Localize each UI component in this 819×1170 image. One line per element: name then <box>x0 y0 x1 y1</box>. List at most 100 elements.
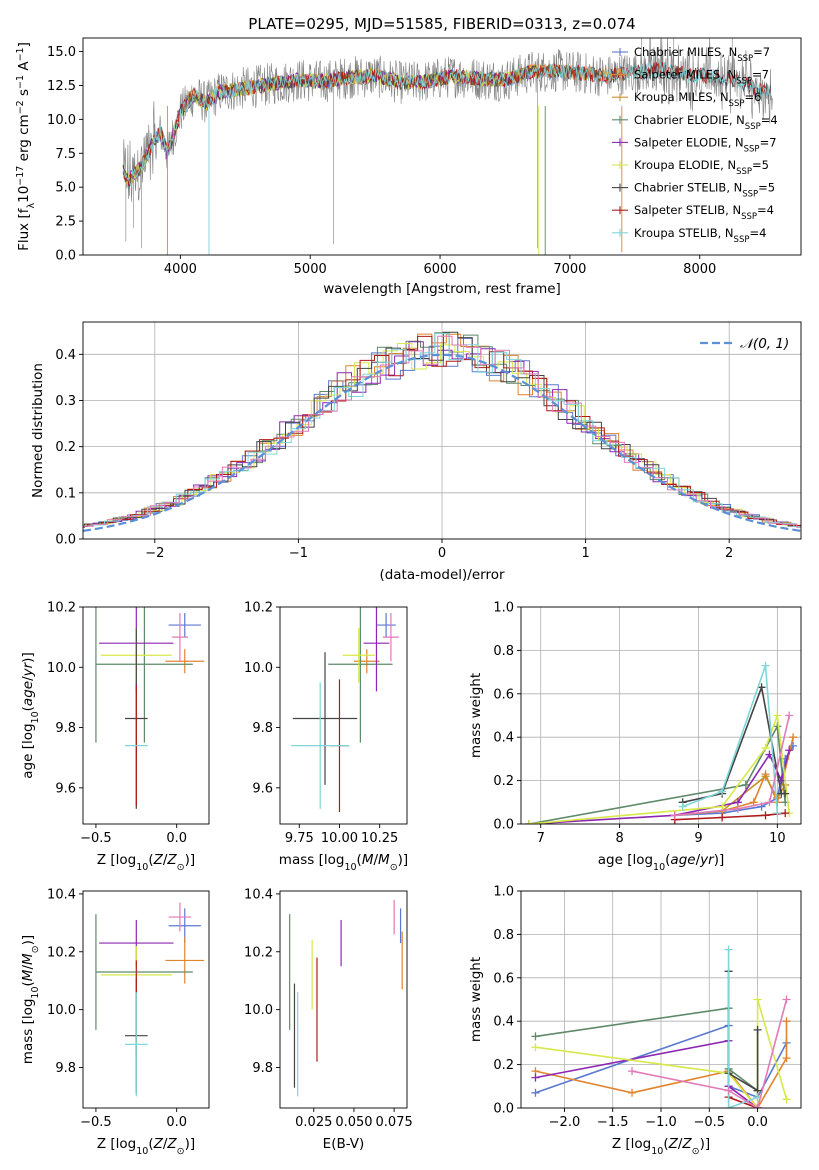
massweight_vs_Z-lines <box>531 945 791 1108</box>
massweight-marker <box>718 813 727 822</box>
spectrum-ylabel-part: −17 <box>15 166 26 186</box>
x-tick-label: 6000 <box>424 262 457 277</box>
age_vs_mass-xlabel-part: / <box>373 852 378 868</box>
x-tick-label: −2.0 <box>549 1115 581 1130</box>
legend-entry: Kroupa MILES, NSSP=6 <box>634 90 761 109</box>
x-tick-label: −0.5 <box>693 1115 725 1130</box>
massweight-line <box>674 715 790 817</box>
legend-text: Salpeter MILES, N <box>634 68 736 82</box>
age_vs_mass-xlabel-part: M <box>378 852 390 868</box>
mass_vs_EBV-points <box>289 899 403 1097</box>
x-tick-label: 9.75 <box>285 831 314 846</box>
legend-text: Salpeter ELODIE, N <box>634 135 744 149</box>
y-tick-label: 10.2 <box>47 945 76 960</box>
spectrum-ylabel-part: Flux [f <box>16 207 32 251</box>
age_vs_Z-xlabel-part: Z <box>153 852 164 868</box>
x-tick-label: −0.5 <box>80 831 112 846</box>
age_vs_mass-xlabel-part: ( <box>357 852 362 868</box>
x-tick-label: 0.075 <box>376 1115 413 1130</box>
legend-sub: SSP <box>734 235 750 245</box>
age_vs_Z-xlabel: Z [log10(Z/Z⊙)] <box>97 852 195 873</box>
age_vs_Z-ylabel-part: )] <box>20 652 36 663</box>
legend-entry: Salpeter STELIB, NSSP=4 <box>634 203 774 222</box>
spectrum-lines <box>122 38 773 255</box>
x-tick-label: 0.025 <box>295 1115 332 1130</box>
x-tick-label: 7000 <box>553 262 586 277</box>
massweight-marker <box>785 711 794 720</box>
y-tick-label: 10.0 <box>47 661 76 676</box>
y-tick-label: 10.4 <box>47 887 76 902</box>
legend-text: Kroupa ELODIE, N <box>634 158 736 172</box>
legend-text: Chabrier ELODIE, N <box>634 113 745 127</box>
y-tick-label: 0.8 <box>493 644 514 659</box>
x-tick-label: 10 <box>769 831 786 846</box>
y-tick-label: 2.5 <box>55 215 76 230</box>
mass_vs_Z-xlabel-part: Z <box>166 1136 177 1152</box>
mass_vs_Z-ylabel-part: M <box>20 953 36 965</box>
y-tick-label: 1.0 <box>493 601 514 616</box>
massweight-line <box>631 999 788 1108</box>
massweight-marker <box>781 809 790 818</box>
spectrum-ylabel-part: −1 <box>15 75 26 89</box>
y-tick-label: 0.6 <box>493 971 514 986</box>
y-tick-label: 0.0 <box>55 533 76 548</box>
mass_vs_EBV-xlabel: E(B-V) <box>323 1136 365 1152</box>
massweight-marker <box>718 787 727 796</box>
massweight-marker <box>773 711 782 720</box>
legend-sub: SSP <box>741 212 757 222</box>
massweight_vs_age-xlabel-part: / <box>696 852 701 868</box>
mass_vs_Z-ylabel-part: ⊙ <box>30 945 41 953</box>
massweight_vs_Z-frame <box>520 890 802 1109</box>
y-tick-label: 9.8 <box>252 1061 273 1076</box>
massweight-marker <box>765 798 774 807</box>
y-tick-label: 9.8 <box>55 1061 76 1076</box>
age_vs_Z-ylabel-part: age [log <box>20 723 36 778</box>
legend-sub: SSP <box>742 190 758 200</box>
massweight-marker <box>724 945 733 954</box>
massweight-marker <box>753 1104 762 1108</box>
age_vs_mass-xlabel-part: M <box>362 852 374 868</box>
mass_vs_Z-xlabel-part: / <box>163 1136 168 1152</box>
massweight-marker <box>628 1088 637 1097</box>
massweight_vs_age-xlabel-part: yr <box>699 852 715 868</box>
legend-sub: SSP <box>737 54 753 64</box>
residuals-frame <box>82 321 802 540</box>
massweight_vs_age-xlabel-part: )] <box>714 852 725 868</box>
massweight_vs_age-xlabel-part: ( <box>665 852 670 868</box>
massweight_vs_age-xlabel-part: age [log <box>598 852 653 868</box>
y-tick-label: 9.6 <box>55 781 76 796</box>
y-tick-label: 10.0 <box>244 1003 273 1018</box>
massweight_vs_Z-xlabel: Z [log10(Z/Z⊙)] <box>612 1136 710 1157</box>
massweight_vs_age-ylabel: mass weight <box>468 673 484 758</box>
y-tick-label: 0.0 <box>493 1102 514 1117</box>
massweight_vs_age-xlabel-part: age <box>670 852 695 868</box>
mass_vs_EBV-frame <box>279 890 408 1109</box>
massweight-marker <box>531 1032 540 1041</box>
x-tick-label: −1.0 <box>645 1115 677 1130</box>
spectrum-ylabel-part: A <box>16 61 32 75</box>
legend-text: Salpeter STELIB, N <box>634 203 741 217</box>
massweight-marker <box>782 995 791 1004</box>
mass_vs_Z-xlabel: Z [log10(Z/Z⊙)] <box>97 1136 195 1157</box>
residuals-axes: −2 −1 0 1 2 0.0 0.1 0.2 0.3 0.4 <box>55 322 801 561</box>
x-tick-label: −2 <box>145 546 164 561</box>
y-tick-label: 10.2 <box>47 601 76 616</box>
legend-entry: Chabrier STELIB, NSSP=5 <box>634 181 775 200</box>
mass_vs_Z-ylabel-part: M <box>20 969 36 981</box>
mass_vs_Z-points <box>95 902 205 1097</box>
age_vs_mass-xlabel-part: mass [log <box>279 852 345 868</box>
mass_vs_Z-ylabel-part: ( <box>20 981 36 986</box>
mass_vs_Z-xlabel-part: )] <box>185 1136 196 1152</box>
legend-tail: =4 <box>757 203 774 217</box>
mass_vs_Z-ylabel-part: mass [log <box>20 999 36 1065</box>
y-tick-label: 12.5 <box>47 79 76 94</box>
x-tick-label: 2 <box>725 546 733 561</box>
mass_vs_Z-axes: −0.5 0.0 9.8 10.0 10.2 10.4 <box>47 887 187 1130</box>
y-tick-label: 0.1 <box>55 486 76 501</box>
spectrum-ylabel-part: ] <box>16 42 32 47</box>
y-tick-label: 0.2 <box>493 774 514 789</box>
spectrum-data-line <box>122 38 773 202</box>
legend-tail: =4 <box>761 113 778 127</box>
x-tick-label: 5000 <box>294 262 327 277</box>
